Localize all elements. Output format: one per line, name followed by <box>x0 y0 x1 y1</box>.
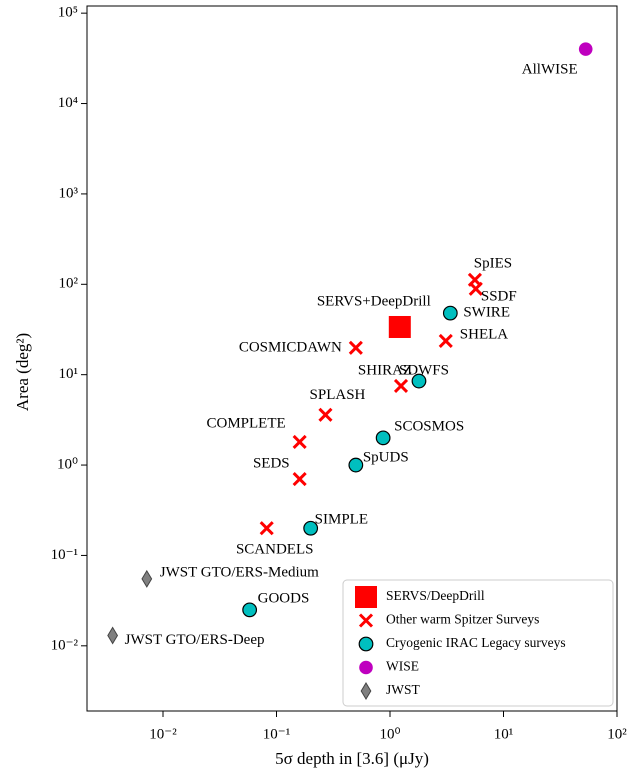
diamond-marker <box>107 626 119 645</box>
legend-marker <box>360 682 372 700</box>
x-tick-label: 10⁰ <box>379 726 400 742</box>
x-tick-label: 10² <box>607 726 627 742</box>
circle-marker <box>578 42 593 56</box>
circle-marker <box>411 373 427 389</box>
y-tick-label: 10⁵ <box>58 5 78 21</box>
point-label: SHIRAZ <box>358 362 412 378</box>
point-label: SPLASH <box>310 387 366 403</box>
plot-frame <box>86 5 618 712</box>
legend-label: Cryogenic IRAC Legacy surveys <box>386 635 566 650</box>
y-axis-label: Area (deg²) <box>13 333 32 411</box>
legend-marker <box>359 660 373 675</box>
y-tick-label: 10² <box>59 276 79 292</box>
point-label: JWST GTO/ERS-Medium <box>160 564 319 580</box>
y-tick-label: 10⁻² <box>51 637 79 653</box>
y-tick-label: 10³ <box>59 185 79 201</box>
legend: SERVS/DeepDrill Other warm Spitzer Survey… <box>342 579 614 707</box>
point-label: AllWISE <box>522 62 578 78</box>
point-label: SWIRE <box>463 305 510 321</box>
circle-marker <box>303 520 319 536</box>
square-marker <box>388 315 411 338</box>
point-label: COMPLETE <box>206 415 285 431</box>
circle-marker <box>242 602 258 618</box>
circle-marker <box>375 430 391 446</box>
point-label: SpUDS <box>363 449 409 465</box>
x-marker <box>292 471 307 487</box>
y-tick-label: 10⁻¹ <box>51 547 78 563</box>
point-label: SIMPLE <box>315 512 368 528</box>
point-label: GOODS <box>258 590 310 606</box>
point-label: JWST GTO/ERS-Deep <box>125 632 265 648</box>
x-tick-label: 10⁻¹ <box>263 726 290 742</box>
point-label: SCANDELS <box>236 542 314 558</box>
legend-marker <box>358 613 374 628</box>
x-marker <box>468 281 483 296</box>
legend-box <box>342 579 614 707</box>
x-marker <box>393 378 409 394</box>
point-label: SEDS <box>253 455 290 471</box>
x-marker <box>438 333 453 349</box>
point-label: SSDF <box>481 288 517 304</box>
legend-label: Other warm Spitzer Surveys <box>386 612 539 627</box>
point-label: SCOSMOS <box>394 418 464 434</box>
point-label: SHELA <box>460 326 509 342</box>
legend-marker <box>355 586 377 608</box>
legend-marker <box>358 636 374 652</box>
x-tick-label: 10⁻² <box>149 726 177 742</box>
point-label: COSMICDAWN <box>239 339 342 355</box>
x-marker <box>318 407 333 422</box>
y-tick-label: 10¹ <box>59 366 79 382</box>
y-tick-label: 10⁴ <box>58 95 78 111</box>
point-label: SERVS+DeepDrill <box>317 293 431 309</box>
x-marker <box>259 521 274 536</box>
x-tick-label: 10¹ <box>494 726 514 742</box>
legend-label: SERVS/DeepDrill <box>386 588 485 603</box>
legend-label: WISE <box>386 659 419 674</box>
legend-label: JWST <box>386 682 421 697</box>
circle-marker <box>442 305 458 321</box>
circle-marker <box>348 457 364 473</box>
x-axis-label: 5σ depth in [3.6] (μJy) <box>275 749 429 768</box>
point-label: SDWFS <box>399 362 449 378</box>
point-label: SpIES <box>474 255 512 271</box>
x-marker <box>292 434 307 450</box>
y-tick-label: 10⁰ <box>57 456 78 472</box>
diamond-marker <box>141 569 153 588</box>
x-marker <box>348 340 363 355</box>
